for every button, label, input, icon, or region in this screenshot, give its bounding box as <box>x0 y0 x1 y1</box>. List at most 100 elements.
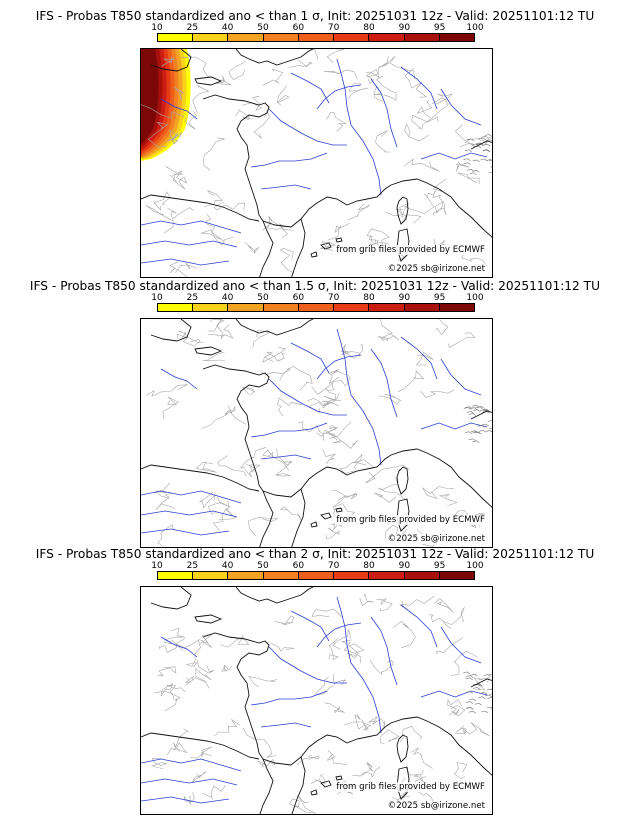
colorbar-tick-label: 40 <box>221 561 234 571</box>
river <box>250 152 328 168</box>
relief-stroke <box>490 707 492 709</box>
admin-boundary <box>340 639 361 664</box>
relief-stroke <box>486 706 492 709</box>
forecast-map: from grib files provided by ECMWF ©2025 … <box>140 48 493 278</box>
admin-boundary <box>422 486 455 500</box>
colorbar-swatch <box>193 572 229 579</box>
relief-stroke <box>475 406 483 410</box>
admin-boundary <box>360 761 374 777</box>
relief-stroke <box>484 694 492 698</box>
colorbar-swatch <box>334 34 370 41</box>
relief-stroke <box>490 166 492 168</box>
admin-boundary <box>297 794 317 814</box>
rivers <box>141 58 488 266</box>
admin-boundary <box>426 178 447 199</box>
admin-boundary <box>331 519 343 530</box>
river <box>316 622 362 648</box>
colorbar-swatch <box>263 572 299 579</box>
admin-boundary <box>204 190 223 208</box>
river <box>141 490 242 504</box>
forecast-map: from grib files provided by ECMWF ©2025 … <box>140 318 493 548</box>
map-graphic <box>141 49 492 277</box>
colorbar-swatch <box>228 34 264 41</box>
colorbar-tick-label: 70 <box>327 561 340 571</box>
admin-boundary <box>332 629 351 650</box>
admin-boundary <box>404 193 435 215</box>
admin-boundary <box>221 664 233 672</box>
admin-boundary <box>328 369 346 385</box>
colorbar-tick-label: 10 <box>151 561 163 571</box>
admin-boundary <box>262 68 284 86</box>
colorbar-tick-label: 25 <box>186 293 199 303</box>
colorbar-swatch <box>369 34 405 41</box>
admin-boundary <box>453 762 468 780</box>
admin-boundary <box>368 239 406 261</box>
relief-stroke <box>492 672 493 674</box>
admin-boundary <box>171 639 204 651</box>
alpine-relief <box>463 404 492 444</box>
relief-stroke <box>466 411 475 414</box>
admin-boundary <box>376 75 397 101</box>
admin-boundary <box>275 466 291 477</box>
river <box>141 240 238 248</box>
admin-boundary <box>252 329 270 348</box>
admin-boundary <box>410 747 433 769</box>
admin-boundary <box>434 598 454 613</box>
relief-stroke <box>476 142 484 146</box>
river <box>420 690 488 698</box>
river <box>141 220 242 234</box>
island-outline <box>396 466 409 495</box>
relief-stroke <box>468 710 477 714</box>
colorbar-swatch <box>439 304 474 311</box>
copyright-text: ©2025 sb@irizone.net <box>386 264 486 274</box>
admin-boundary <box>369 659 394 676</box>
colorbar-tick-label: 50 <box>257 23 269 33</box>
coastline <box>202 587 392 766</box>
admin-boundary <box>397 370 425 392</box>
relief-stroke <box>465 691 473 694</box>
relief-stroke <box>491 433 492 434</box>
coastlines <box>141 319 492 547</box>
admin-boundary <box>450 705 466 717</box>
colorbar-swatch <box>158 572 194 579</box>
colorbar-tick-label: 70 <box>327 293 340 303</box>
colorbar-tick-label: 10 <box>151 293 163 303</box>
admin-boundary <box>348 203 370 221</box>
relief-stroke <box>474 431 482 435</box>
relief-stroke <box>468 438 476 442</box>
river <box>420 152 488 160</box>
admin-boundary <box>442 607 465 626</box>
admin-boundary <box>158 637 186 653</box>
colorbar-swatch <box>298 34 335 41</box>
river <box>400 66 438 110</box>
admin-boundary <box>352 766 381 779</box>
admin-boundary <box>288 798 314 813</box>
river <box>160 636 198 658</box>
admin-boundary <box>145 204 174 234</box>
island-outline <box>310 507 343 528</box>
admin-boundary <box>185 110 198 130</box>
river <box>336 596 352 664</box>
admin-boundary <box>163 627 185 645</box>
source-credit: from grib files provided by ECMWF <box>335 515 486 525</box>
relief-stroke <box>469 698 477 702</box>
coastline <box>202 319 392 498</box>
relief-stroke <box>482 408 490 412</box>
admin-boundary <box>392 620 416 648</box>
admin-boundary <box>279 247 295 274</box>
admin-boundary <box>199 633 213 648</box>
admin-boundary <box>241 387 256 396</box>
admin-boundary <box>322 449 336 464</box>
relief-stroke <box>463 162 471 166</box>
admin-boundary <box>404 123 429 142</box>
relief-stroke <box>465 675 474 678</box>
admin-boundary <box>365 69 380 85</box>
river <box>370 616 398 686</box>
admin-boundary <box>157 524 176 547</box>
admin-boundary <box>161 56 175 67</box>
admin-boundary <box>311 608 342 618</box>
source-credit: from grib files provided by ECMWF <box>335 245 486 255</box>
relief-stroke <box>480 158 488 162</box>
admin-boundary <box>328 638 340 661</box>
river <box>316 84 362 110</box>
